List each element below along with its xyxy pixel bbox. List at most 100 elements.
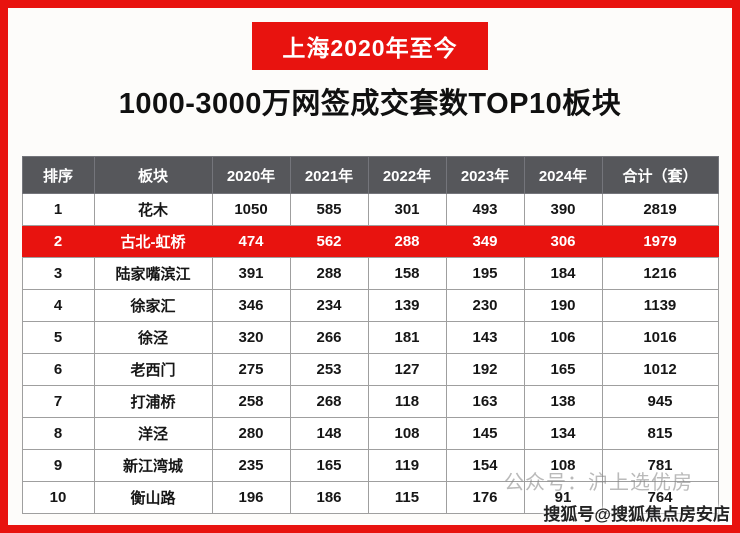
rank-cell: 9	[21, 449, 95, 482]
value-cell: 184	[523, 257, 603, 290]
value-cell: 1050	[211, 193, 291, 226]
column-header-4: 2022年	[367, 156, 447, 194]
total-cell: 1016	[601, 321, 719, 354]
value-cell: 268	[289, 385, 369, 418]
value-cell: 165	[289, 449, 369, 482]
district-cell: 徐家汇	[93, 289, 213, 322]
rank-cell: 1	[21, 193, 95, 226]
district-cell: 衡山路	[93, 481, 213, 514]
value-cell: 234	[289, 289, 369, 322]
table-row: 8 洋泾 280 148 108 145 134 815	[21, 417, 719, 450]
district-cell: 徐泾	[93, 321, 213, 354]
district-cell: 陆家嘴滨江	[93, 257, 213, 290]
rank-cell: 8	[21, 417, 95, 450]
column-header-5: 2023年	[445, 156, 525, 194]
value-cell: 163	[445, 385, 525, 418]
value-cell: 91	[523, 481, 603, 514]
value-cell: 119	[367, 449, 447, 482]
value-cell: 127	[367, 353, 447, 386]
value-cell: 143	[445, 321, 525, 354]
value-cell: 192	[445, 353, 525, 386]
value-cell: 230	[445, 289, 525, 322]
value-cell: 158	[367, 257, 447, 290]
value-cell: 108	[523, 449, 603, 482]
value-cell: 474	[211, 225, 291, 258]
value-cell: 195	[445, 257, 525, 290]
value-cell: 148	[289, 417, 369, 450]
table-row: 4 徐家汇 346 234 139 230 190 1139	[21, 289, 719, 322]
value-cell: 235	[211, 449, 291, 482]
value-cell: 258	[211, 385, 291, 418]
total-cell: 764	[601, 481, 719, 514]
value-cell: 186	[289, 481, 369, 514]
watermark-bottom-right: 搜狐号@搜狐焦点房安店	[543, 505, 730, 524]
value-cell: 134	[523, 417, 603, 450]
total-cell: 1012	[601, 353, 719, 386]
district-cell: 古北-虹桥	[93, 225, 213, 258]
table-header-row: 排序 板块 2020年 2021年 2022年 2023年 2024年 合计（套）	[21, 156, 719, 194]
value-cell: 196	[211, 481, 291, 514]
table-body: 1 花木 1050 585 301 493 390 2819 2 古北-虹桥 474 562 288 34…	[21, 193, 719, 514]
value-cell: 306	[523, 225, 603, 258]
value-cell: 115	[367, 481, 447, 514]
district-cell: 老西门	[93, 353, 213, 386]
column-header-3: 2021年	[289, 156, 369, 194]
value-cell: 108	[367, 417, 447, 450]
total-cell: 1979	[601, 225, 719, 258]
column-header-6: 2024年	[523, 156, 603, 194]
table-row: 1 花木 1050 585 301 493 390 2819	[21, 193, 719, 226]
value-cell: 275	[211, 353, 291, 386]
district-cell: 打浦桥	[93, 385, 213, 418]
value-cell: 493	[445, 193, 525, 226]
rank-cell: 7	[21, 385, 95, 418]
value-cell: 391	[211, 257, 291, 290]
value-cell: 253	[289, 353, 369, 386]
value-cell: 585	[289, 193, 369, 226]
value-cell: 176	[445, 481, 525, 514]
value-cell: 349	[445, 225, 525, 258]
district-cell: 花木	[93, 193, 213, 226]
table-row: 7 打浦桥 258 268 118 163 138 945	[21, 385, 719, 418]
district-cell: 洋泾	[93, 417, 213, 450]
value-cell: 118	[367, 385, 447, 418]
page-title: 1000-3000万网签成交套数TOP10板块	[118, 88, 622, 120]
column-header-0: 排序	[21, 156, 95, 194]
value-cell: 320	[211, 321, 291, 354]
rank-cell: 6	[21, 353, 95, 386]
total-cell: 945	[601, 385, 719, 418]
value-cell: 288	[289, 257, 369, 290]
table-row: 9 新江湾城 235 165 119 154 108 781	[21, 449, 719, 482]
banner-text: 上海2020年至今	[282, 35, 458, 61]
value-cell: 154	[445, 449, 525, 482]
value-cell: 138	[523, 385, 603, 418]
table-row: 5 徐泾 320 266 181 143 106 1016	[21, 321, 719, 354]
rank-cell: 10	[21, 481, 95, 514]
value-cell: 346	[211, 289, 291, 322]
value-cell: 145	[445, 417, 525, 450]
column-header-7: 合计（套）	[601, 156, 719, 194]
total-cell: 2819	[601, 193, 719, 226]
top-banner: 上海2020年至今	[252, 22, 488, 70]
value-cell: 139	[367, 289, 447, 322]
table-row: 2 古北-虹桥 474 562 288 349 306 1979	[21, 225, 719, 258]
total-cell: 1216	[601, 257, 719, 290]
value-cell: 288	[367, 225, 447, 258]
value-cell: 562	[289, 225, 369, 258]
rank-cell: 5	[21, 321, 95, 354]
total-cell: 781	[601, 449, 719, 482]
data-table: 排序 板块 2020年 2021年 2022年 2023年 2024年 合计（套） 1 花木 10…	[21, 156, 719, 514]
total-cell: 815	[601, 417, 719, 450]
table-row: 6 老西门 275 253 127 192 165 1012	[21, 353, 719, 386]
value-cell: 165	[523, 353, 603, 386]
value-cell: 301	[367, 193, 447, 226]
value-cell: 181	[367, 321, 447, 354]
value-cell: 106	[523, 321, 603, 354]
rank-cell: 4	[21, 289, 95, 322]
value-cell: 190	[523, 289, 603, 322]
rank-cell: 2	[21, 225, 95, 258]
rank-cell: 3	[21, 257, 95, 290]
value-cell: 280	[211, 417, 291, 450]
value-cell: 390	[523, 193, 603, 226]
table-row: 3 陆家嘴滨江 391 288 158 195 184 1216	[21, 257, 719, 290]
